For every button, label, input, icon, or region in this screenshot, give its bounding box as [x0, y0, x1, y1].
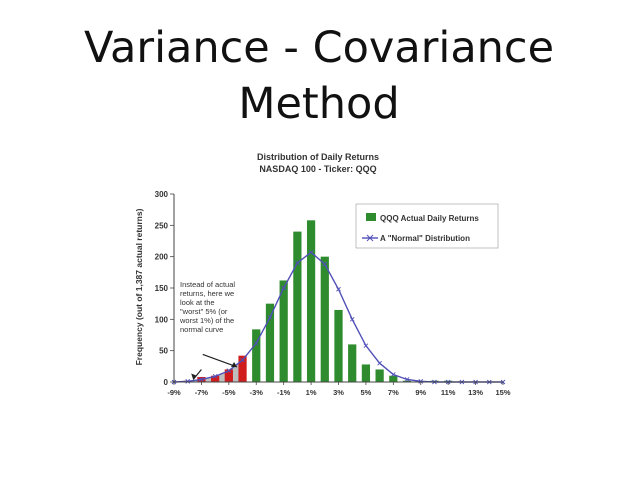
legend: QQQ Actual Daily Returns A "Normal" Dist…	[355, 203, 499, 249]
annotation-arrowhead-right	[231, 361, 238, 367]
bar	[320, 256, 329, 382]
chart-subtitle: NASDAQ 100 - Ticker: QQQ	[259, 164, 376, 174]
bar	[252, 329, 261, 382]
x-tick-label: 11%	[441, 388, 456, 397]
annotation-arrow-right	[202, 353, 238, 368]
bar	[334, 309, 343, 382]
bar	[361, 364, 371, 382]
y-tick-label: 0	[164, 378, 169, 387]
annotation-line-3: look at the	[180, 298, 215, 307]
annotation-line-4: "worst" 5% (or	[180, 307, 228, 316]
plot-area: 0 50 100 150 200 250 300 -9% -7% -5% -3% -1% 1% 3% 5% 7…	[155, 190, 511, 397]
x-tick-label: -9%	[167, 388, 181, 397]
x-tick-label: 13%	[468, 388, 483, 397]
normal-curve-point	[349, 317, 355, 322]
x-tick-label: 1%	[306, 388, 317, 397]
bar	[375, 369, 384, 382]
x-tick-label: 9%	[415, 388, 426, 397]
y-tick-label: 100	[155, 315, 169, 324]
y-tick-label: 250	[155, 221, 169, 230]
bar	[402, 380, 412, 382]
annotation-line-1: Instead of actual	[180, 280, 235, 289]
x-tick-label: -7%	[195, 388, 209, 397]
annotation-line-2: returns, here we	[180, 289, 234, 298]
legend-line-label: A "Normal" Distribution	[380, 234, 470, 243]
x-tick-label: 3%	[333, 388, 344, 397]
annotation-arrow-left	[192, 369, 202, 380]
y-tick-label: 150	[155, 284, 169, 293]
normal-curve-point	[240, 357, 245, 363]
bar	[389, 375, 398, 382]
bar	[348, 344, 357, 382]
legend-bar-label: QQQ Actual Daily Returns	[380, 214, 479, 223]
annotation-arrowhead-left	[191, 373, 197, 380]
y-axis-label: Frequency (out of 1,387 actual returns)	[134, 208, 144, 365]
normal-curve-point	[295, 260, 300, 266]
chart-title: Distribution of Daily Returns	[257, 152, 379, 162]
legend-bar-swatch	[366, 213, 376, 221]
normal-curve-point	[404, 377, 410, 382]
normal-curve-point	[363, 343, 369, 348]
normal-curve-point	[322, 261, 328, 267]
x-tick-label: 7%	[388, 388, 399, 397]
bar	[238, 355, 247, 382]
normal-curve-point	[418, 379, 424, 384]
bar	[224, 369, 233, 382]
y-tick-label: 300	[155, 190, 169, 199]
normal-curve-point	[281, 285, 286, 291]
normal-curve-point	[308, 249, 314, 255]
slide-title: Variance - Covariance Method	[0, 20, 638, 132]
annotation-line-6: normal curve	[180, 325, 223, 334]
normal-curve-point	[212, 374, 218, 379]
bar	[306, 220, 316, 382]
y-tick-label: 200	[155, 253, 169, 262]
normal-curve-point	[226, 368, 232, 374]
annotation: Instead of actual returns, here we look …	[179, 280, 235, 334]
slide-title-line2: Method	[238, 79, 400, 129]
normal-curve-point	[185, 379, 191, 384]
x-tick-label: -1%	[277, 388, 291, 397]
bar	[211, 375, 220, 382]
normal-curve-point	[253, 340, 259, 346]
normal-curve-point	[336, 286, 341, 292]
legend-box	[355, 203, 499, 249]
x-tick-label: 5%	[360, 388, 371, 397]
x-tick-label: 15%	[495, 388, 510, 397]
normal-curve-point	[391, 372, 396, 377]
normal-curve-point	[267, 315, 273, 320]
annotation-line-5: worst 1%) of the	[179, 316, 234, 325]
y-tick-label: 50	[159, 347, 168, 356]
bar	[265, 303, 275, 382]
normal-curve-point	[377, 360, 382, 366]
x-tick-label: -5%	[222, 388, 236, 397]
legend-line-marker	[366, 234, 374, 242]
slide-title-line1: Variance - Covariance	[83, 23, 555, 73]
bar	[279, 280, 288, 382]
bar	[293, 231, 302, 382]
normal-curve-point	[199, 377, 204, 382]
x-tick-label: -3%	[250, 388, 264, 397]
